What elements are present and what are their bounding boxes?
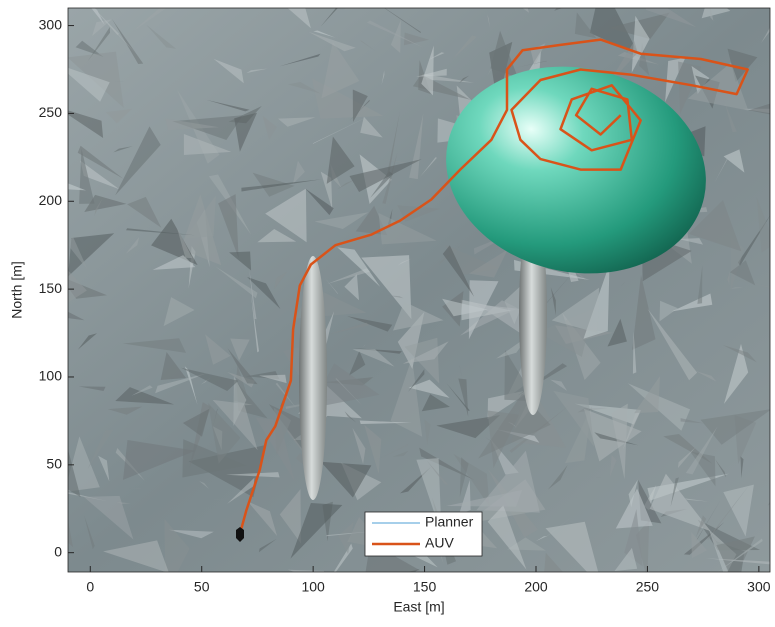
y-tick-label: 150 [39, 280, 63, 296]
x-tick-label: 100 [301, 579, 325, 595]
x-axis-label: East [m] [393, 599, 444, 615]
x-tick-label: 150 [413, 579, 437, 595]
x-tick-label: 50 [194, 579, 210, 595]
y-axis-label: North [m] [9, 261, 25, 319]
chart: East [m] North [m] Planner AUV 0 50 100 150 2… [0, 0, 775, 622]
legend-label: Planner [425, 514, 474, 530]
y-tick-label: 200 [39, 192, 63, 208]
legend: Planner AUV [365, 512, 482, 556]
y-tick-label: 50 [46, 456, 62, 472]
y-tick-label: 250 [39, 104, 63, 120]
y-tick-label: 100 [39, 368, 63, 384]
legend-label: AUV [425, 535, 454, 551]
x-tick-label: 200 [524, 579, 548, 595]
y-tick-label: 0 [54, 543, 62, 559]
obstacle [299, 256, 327, 500]
x-tick-label: 0 [86, 579, 94, 595]
y-tick-label: 300 [39, 16, 63, 32]
terrain-facet [50, 337, 68, 357]
x-tick-label: 250 [636, 579, 660, 595]
terrain-facet [358, 572, 381, 588]
x-tick-label: 300 [747, 579, 771, 595]
